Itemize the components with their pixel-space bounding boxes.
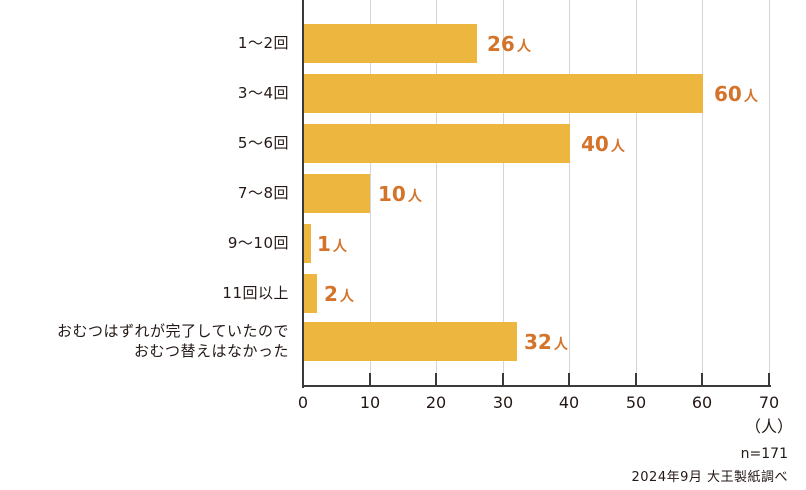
value-label: 10 人 xyxy=(378,182,422,206)
gridline-60 xyxy=(702,0,703,373)
x-tick-label: 20 xyxy=(425,393,447,412)
value-label: 40 人 xyxy=(581,132,625,156)
y-axis xyxy=(302,0,304,388)
gridline-30 xyxy=(503,0,504,373)
x-tick-label: 60 xyxy=(691,393,713,412)
category-label: 1〜2回 xyxy=(237,34,289,52)
x-tick-label: 30 xyxy=(492,393,514,412)
x-axis xyxy=(302,385,771,387)
x-tick-label: 0 xyxy=(297,393,309,412)
value-label: 32 人 xyxy=(524,330,568,354)
gridline-10 xyxy=(370,0,371,373)
category-label: おむつはずれが完了していたので xyxy=(56,322,289,340)
value-label: 60 人 xyxy=(714,82,758,106)
x-tick xyxy=(369,373,371,386)
source-note: 2024年9月 大王製紙調べ xyxy=(631,470,788,485)
bar-1-2 xyxy=(304,24,477,63)
category-label: 5〜6回 xyxy=(237,134,289,152)
bar-9-10 xyxy=(304,224,311,263)
x-axis-unit: （人） xyxy=(745,417,794,436)
gridline-50 xyxy=(636,0,637,373)
bar-no-diaper xyxy=(304,322,517,361)
x-tick-label: 10 xyxy=(359,393,381,412)
sample-size: n=171 xyxy=(740,446,788,462)
category-label: 11回以上 xyxy=(222,284,289,302)
x-tick-label: 40 xyxy=(558,393,580,412)
bar-3-4 xyxy=(304,74,703,113)
x-tick xyxy=(435,373,437,386)
x-tick-label: 50 xyxy=(625,393,647,412)
bar-5-6 xyxy=(304,124,570,163)
x-tick xyxy=(502,373,504,386)
gridline-20 xyxy=(436,0,437,373)
value-label: 26 人 xyxy=(487,32,531,56)
x-tick-label: 70 xyxy=(758,393,780,412)
category-label: 9〜10回 xyxy=(227,234,289,252)
x-tick xyxy=(768,373,770,386)
bar-11-plus xyxy=(304,274,317,313)
category-label: おむつ替えはなかった xyxy=(133,342,289,360)
category-label: 7〜8回 xyxy=(237,184,289,202)
x-tick xyxy=(568,373,570,386)
x-tick xyxy=(701,373,703,386)
x-tick xyxy=(635,373,637,386)
gridline-70 xyxy=(769,0,770,373)
bar-7-8 xyxy=(304,174,370,213)
category-label: 3〜4回 xyxy=(237,84,289,102)
gridline-40 xyxy=(569,0,570,373)
